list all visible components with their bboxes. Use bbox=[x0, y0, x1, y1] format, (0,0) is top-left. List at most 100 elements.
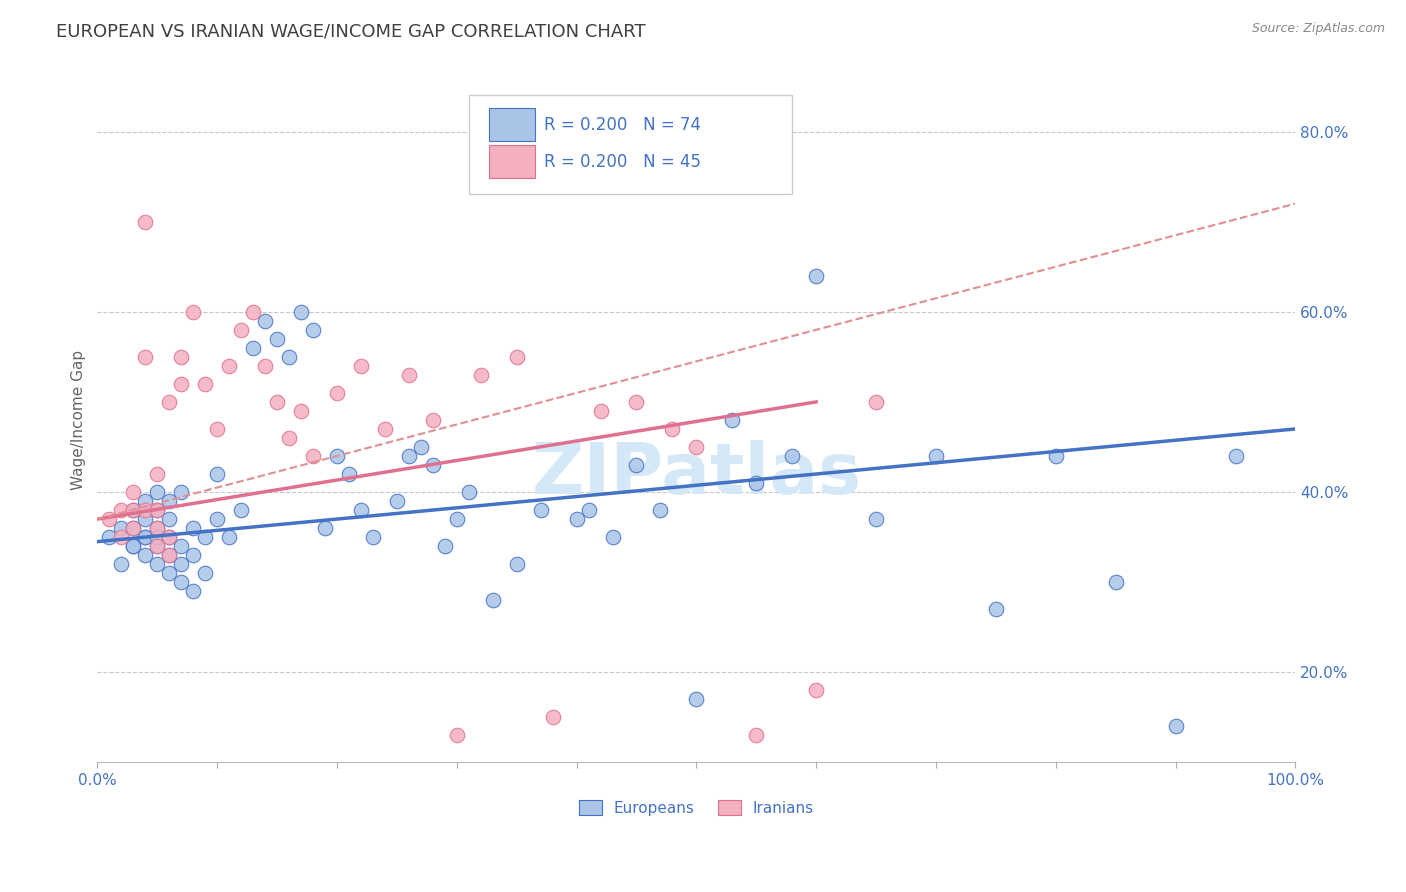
Point bbox=[589, 404, 612, 418]
Text: Source: ZipAtlas.com: Source: ZipAtlas.com bbox=[1251, 22, 1385, 36]
Point bbox=[146, 539, 169, 553]
Point bbox=[194, 376, 217, 391]
Point bbox=[661, 422, 683, 436]
Point bbox=[326, 385, 349, 400]
Point bbox=[1045, 449, 1067, 463]
Point bbox=[1225, 449, 1247, 463]
Point bbox=[578, 503, 600, 517]
Point bbox=[146, 503, 169, 517]
Point bbox=[170, 557, 193, 571]
Point bbox=[98, 530, 121, 544]
Point bbox=[170, 376, 193, 391]
Point bbox=[626, 395, 648, 409]
Point bbox=[481, 593, 503, 607]
Point bbox=[110, 503, 132, 517]
Point bbox=[925, 449, 948, 463]
Bar bbox=[489, 108, 534, 141]
Point bbox=[398, 368, 420, 382]
Point bbox=[685, 692, 707, 706]
Point bbox=[1164, 719, 1187, 733]
Point bbox=[134, 350, 156, 364]
Text: EUROPEAN VS IRANIAN WAGE/INCOME GAP CORRELATION CHART: EUROPEAN VS IRANIAN WAGE/INCOME GAP CORR… bbox=[56, 22, 645, 40]
Point bbox=[170, 350, 193, 364]
Point bbox=[181, 305, 204, 319]
Point bbox=[254, 314, 277, 328]
Point bbox=[110, 521, 132, 535]
Point bbox=[409, 440, 432, 454]
Point bbox=[865, 395, 887, 409]
Point bbox=[565, 512, 588, 526]
Point bbox=[254, 359, 277, 373]
Point bbox=[122, 521, 145, 535]
Point bbox=[721, 413, 744, 427]
Point bbox=[146, 530, 169, 544]
Point bbox=[146, 467, 169, 481]
Point bbox=[398, 449, 420, 463]
Point bbox=[134, 512, 156, 526]
Point bbox=[314, 521, 336, 535]
Point bbox=[122, 521, 145, 535]
Point bbox=[146, 557, 169, 571]
Point bbox=[146, 521, 169, 535]
Point bbox=[266, 395, 288, 409]
Point bbox=[157, 566, 180, 581]
Point bbox=[350, 503, 373, 517]
Point bbox=[134, 530, 156, 544]
Point bbox=[530, 503, 553, 517]
Point bbox=[745, 728, 768, 742]
Point bbox=[194, 530, 217, 544]
Point bbox=[146, 485, 169, 500]
Point bbox=[350, 359, 373, 373]
Point bbox=[146, 539, 169, 553]
Point bbox=[181, 548, 204, 562]
Point bbox=[278, 350, 301, 364]
Point bbox=[290, 404, 312, 418]
Point bbox=[134, 530, 156, 544]
Point bbox=[122, 539, 145, 553]
Point bbox=[122, 539, 145, 553]
Point bbox=[134, 214, 156, 228]
Point bbox=[170, 485, 193, 500]
Point bbox=[157, 494, 180, 508]
Point bbox=[242, 305, 264, 319]
Point bbox=[157, 530, 180, 544]
Point bbox=[157, 548, 180, 562]
Point bbox=[98, 512, 121, 526]
Point bbox=[780, 449, 803, 463]
Point bbox=[170, 539, 193, 553]
Point bbox=[745, 476, 768, 491]
Point bbox=[422, 458, 444, 472]
Y-axis label: Wage/Income Gap: Wage/Income Gap bbox=[72, 350, 86, 490]
Text: R = 0.200   N = 45: R = 0.200 N = 45 bbox=[544, 153, 702, 170]
Point bbox=[122, 485, 145, 500]
Point bbox=[146, 503, 169, 517]
Point bbox=[446, 728, 468, 742]
Point bbox=[134, 494, 156, 508]
Text: R = 0.200   N = 74: R = 0.200 N = 74 bbox=[544, 116, 702, 134]
Point bbox=[205, 422, 228, 436]
Point bbox=[650, 503, 672, 517]
Point bbox=[602, 530, 624, 544]
Point bbox=[1105, 575, 1128, 590]
Point bbox=[122, 503, 145, 517]
Point bbox=[446, 512, 468, 526]
Point bbox=[290, 305, 312, 319]
Point bbox=[110, 557, 132, 571]
Point bbox=[181, 521, 204, 535]
Point bbox=[110, 530, 132, 544]
Point bbox=[218, 530, 240, 544]
Point bbox=[361, 530, 384, 544]
Point bbox=[385, 494, 408, 508]
Point bbox=[337, 467, 360, 481]
Point bbox=[374, 422, 396, 436]
Point bbox=[205, 467, 228, 481]
Point bbox=[157, 395, 180, 409]
Point bbox=[457, 485, 479, 500]
Point bbox=[157, 530, 180, 544]
Point bbox=[302, 323, 325, 337]
Point bbox=[134, 503, 156, 517]
Point bbox=[278, 431, 301, 445]
Point bbox=[266, 332, 288, 346]
Point bbox=[157, 548, 180, 562]
Point bbox=[146, 521, 169, 535]
